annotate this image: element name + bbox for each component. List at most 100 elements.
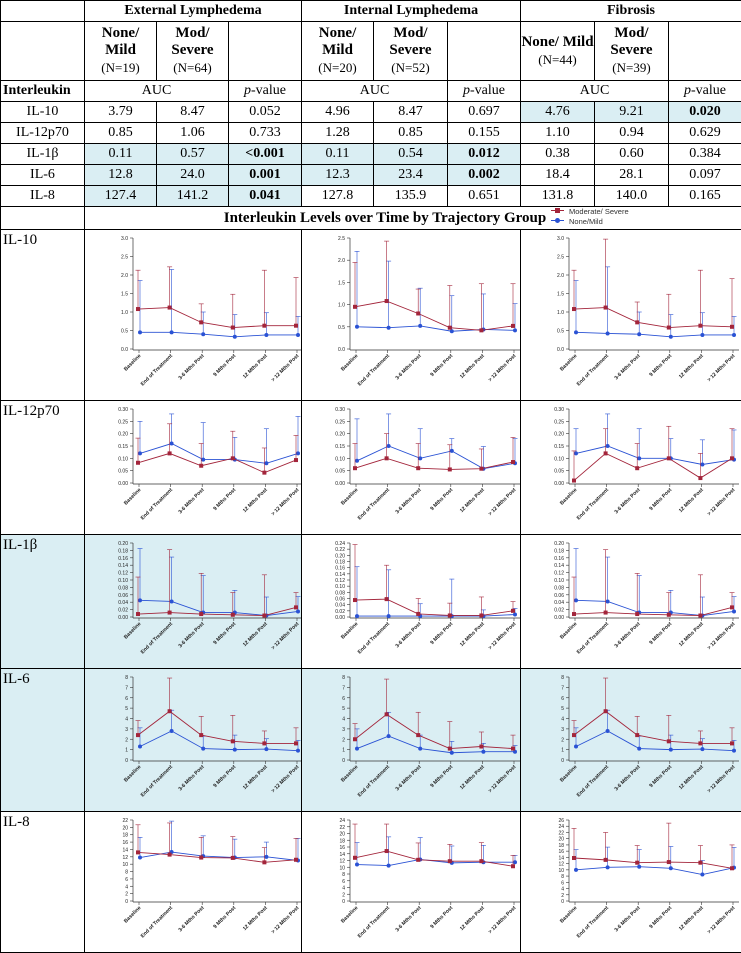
data-point: [264, 333, 268, 337]
data-point: [637, 456, 641, 460]
pvalue-cell: 0.002: [448, 165, 521, 186]
chart-row-label-cell: IL-12p70: [1, 401, 85, 535]
data-point: [700, 463, 704, 467]
y-tick-label: 0.0: [121, 347, 128, 353]
auc-cell: 0.11: [302, 144, 374, 165]
series-line: [576, 731, 734, 751]
x-tick-label: 12 Mths Post: [678, 353, 705, 380]
data-point: [199, 733, 203, 737]
x-tick-label: > 12 Mths Post: [487, 487, 517, 517]
data-point: [233, 748, 237, 752]
series-line: [140, 731, 298, 751]
y-tick-label: 16: [558, 849, 564, 855]
data-point: [199, 856, 203, 860]
data-point: [385, 299, 389, 303]
x-tick-label: > 12 Mths Post: [487, 353, 517, 383]
data-point: [199, 464, 203, 468]
y-tick-label: 14: [339, 852, 345, 858]
data-point: [700, 333, 704, 337]
column-header-row: Interleukin AUC p-value AUC p-value AUC …: [1, 81, 741, 102]
x-tick-label: End of Treatment: [140, 905, 174, 939]
auc-cell: 4.96: [302, 102, 374, 123]
y-tick-label: 1.0: [557, 310, 564, 316]
data-point: [385, 456, 389, 460]
series-line: [574, 858, 732, 868]
y-tick-label: 0.5: [121, 329, 128, 335]
y-tick-label: 0.30: [554, 407, 564, 413]
section-title: Interleukin Levels over Time by Trajecto…: [224, 210, 547, 226]
y-tick-label: 12: [558, 862, 564, 868]
y-tick-label: 4: [125, 717, 128, 723]
subgroup-label: Mod/ Severe: [171, 25, 213, 58]
x-tick-label: > 12 Mths Post: [270, 487, 300, 517]
data-point: [262, 741, 266, 745]
pvalue-italic: p: [684, 83, 691, 98]
y-tick-label: 0.04: [118, 600, 128, 606]
data-point: [667, 326, 671, 330]
data-point: [479, 613, 483, 617]
data-point: [264, 461, 268, 465]
data-point: [448, 326, 452, 330]
x-tick-label: > 12 Mths Post: [270, 764, 300, 794]
y-tick-label: 0.06: [554, 593, 564, 599]
data-point: [353, 598, 357, 602]
y-tick-label: 22: [558, 830, 564, 836]
y-tick-label: 22: [339, 825, 345, 831]
table-row: IL-6 12.8 24.0 0.001 12.3 23.4 0.002 18.…: [1, 165, 741, 186]
chart-row-label: IL-12p70: [3, 401, 84, 420]
x-tick-label: Baseline: [559, 621, 578, 640]
subgroup-cell: None/ Mild(N=19): [85, 22, 157, 81]
data-point: [296, 451, 300, 455]
auc-cell: 0.57: [157, 144, 229, 165]
chart-il1b-external: 0.000.020.040.060.080.100.120.140.160.18…: [85, 535, 302, 667]
y-tick-label: 0.12: [118, 571, 128, 577]
data-point: [231, 856, 235, 860]
subgroup-cell: Mod/ Severe (N=52): [374, 22, 448, 81]
empty-cell: [669, 22, 741, 81]
data-point: [604, 858, 608, 862]
y-tick-label: 10: [122, 862, 128, 868]
y-tick-label: 3.0: [121, 236, 128, 242]
y-tick-label: 0.30: [335, 407, 345, 413]
data-point: [513, 328, 517, 332]
data-point: [294, 858, 298, 862]
series-line: [576, 867, 734, 875]
row-label: IL-12p70: [1, 123, 85, 144]
data-point: [513, 860, 517, 864]
data-point: [730, 741, 734, 745]
table-row: IL-1β 0.11 0.57 <0.001 0.11 0.54 0.012 0…: [1, 144, 741, 165]
series-none-mild: [138, 549, 301, 618]
y-tick-label: 0.16: [554, 556, 564, 562]
data-point: [296, 333, 300, 337]
auc-cell: 0.11: [85, 144, 157, 165]
y-tick-label: 7: [561, 685, 564, 691]
x-tick-label: 3-6 Mths Post: [395, 353, 423, 381]
y-tick-label: 12: [339, 859, 345, 865]
row-label: IL-10: [1, 102, 85, 123]
subgroup-label: Mod/ Severe: [389, 25, 431, 58]
data-point: [418, 747, 422, 751]
series-none-mild: [574, 267, 737, 339]
auc-cell: 141.2: [157, 186, 229, 207]
series-line: [355, 599, 513, 615]
data-point: [418, 456, 422, 460]
auc-cell: 1.10: [521, 123, 595, 144]
subgroup-count: (N=52): [391, 60, 429, 75]
subgroup-cell: Mod/ Severe(N=39): [595, 22, 669, 81]
data-point: [667, 613, 671, 617]
y-tick-label: 7: [125, 685, 128, 691]
row-label: IL-8: [1, 186, 85, 207]
subgroup-label: None/ Mild: [521, 34, 593, 50]
y-tick-label: 0: [125, 899, 128, 905]
y-tick-label: 2.5: [557, 255, 564, 261]
x-tick-label: 9 Mths Post: [429, 905, 454, 930]
series-moderate-severe: [572, 823, 735, 870]
